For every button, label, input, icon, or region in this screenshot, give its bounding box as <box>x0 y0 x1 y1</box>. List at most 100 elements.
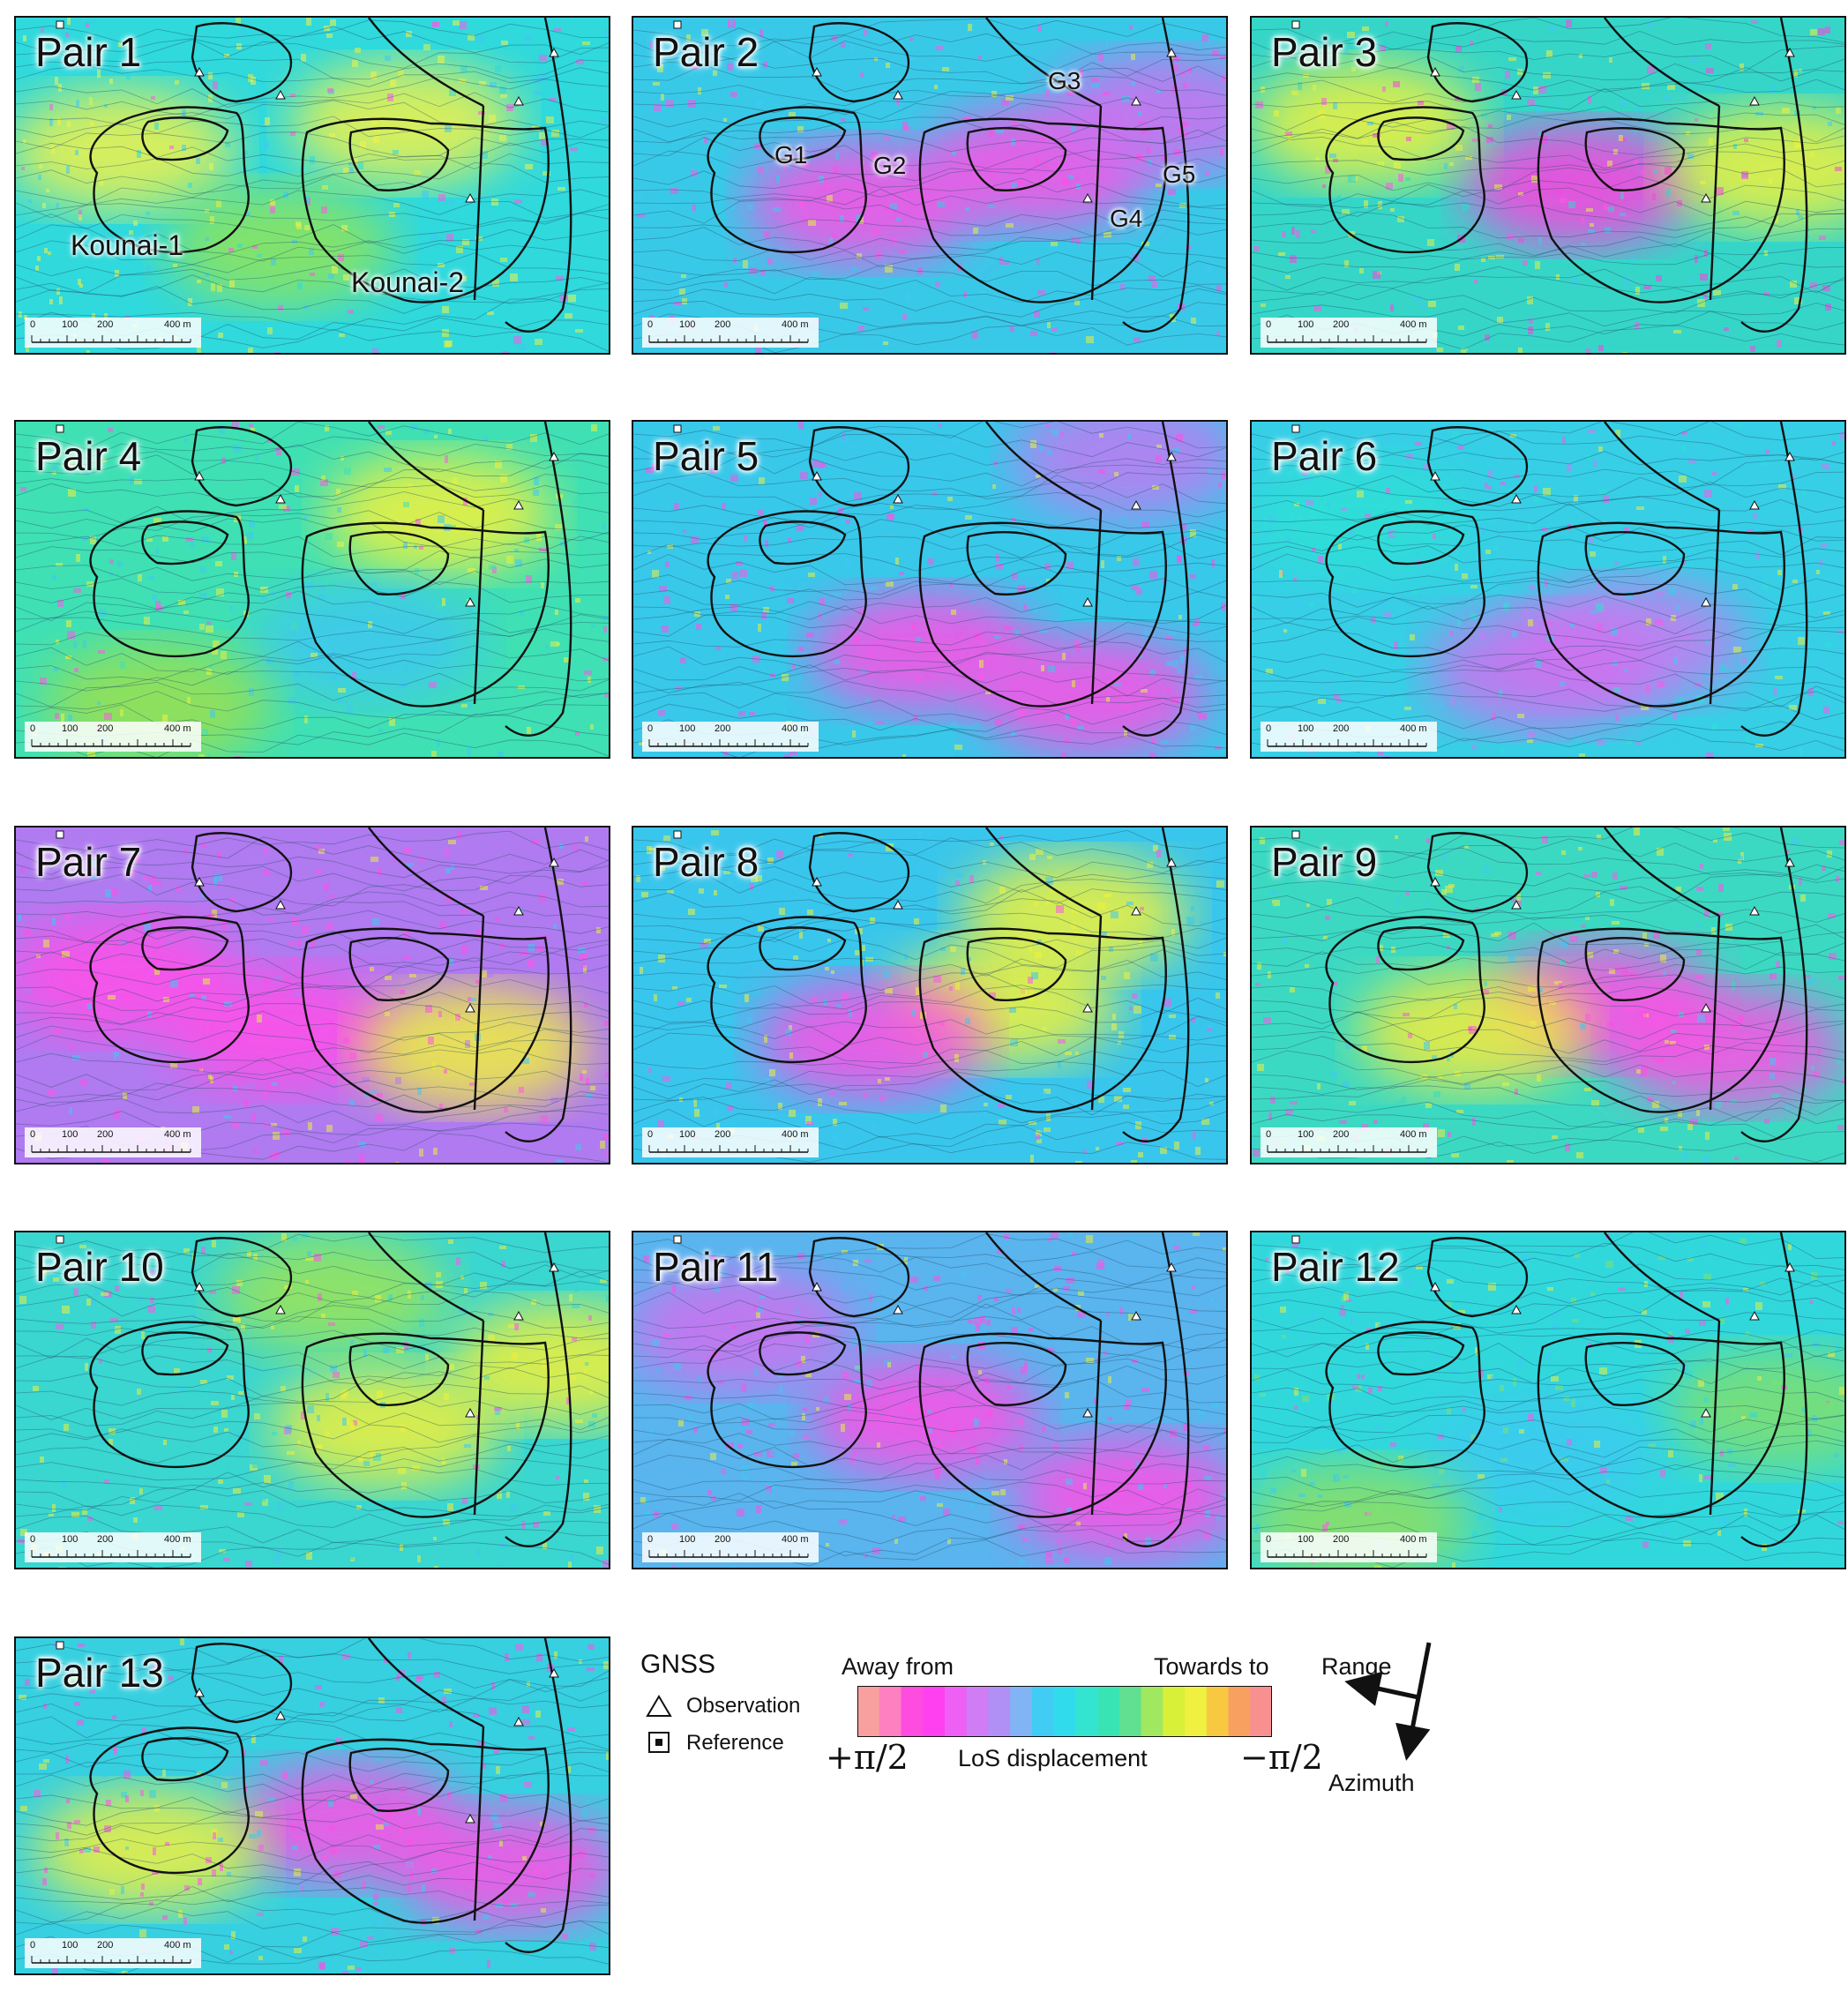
scale-label-200: 200 <box>1333 1129 1350 1140</box>
pair-label: Pair 7 <box>35 839 142 885</box>
colorbar-swatch <box>1141 1686 1163 1737</box>
phase-map <box>16 828 609 1163</box>
interferogram-panel-4: Pair 4 0 100 200 400 m <box>14 420 610 759</box>
gnss-g2-label: G2 <box>873 152 907 179</box>
scale-label-0: 0 <box>647 319 654 330</box>
gnss-g4-label: G4 <box>1110 205 1143 232</box>
scale-label-0: 0 <box>30 1129 36 1140</box>
gnss-g1-label: G1 <box>774 141 808 168</box>
scale-bar: 0 100 200 400 m <box>642 318 819 348</box>
pair-label: Pair 6 <box>1271 433 1378 479</box>
interferogram-panel-3: Pair 3 0 100 200 400 m <box>1250 16 1846 355</box>
scale-bar: 0 100 200 400 m <box>1261 1532 1437 1562</box>
azimuth-label: Azimuth <box>1328 1770 1415 1796</box>
scale-label-0: 0 <box>1266 1534 1272 1545</box>
scale-bar: 0 100 200 400 m <box>1261 318 1437 348</box>
scale-label-0: 0 <box>30 1534 36 1545</box>
phase-map <box>633 422 1226 757</box>
phase-map <box>16 422 609 757</box>
reference-square-icon <box>648 1732 670 1753</box>
scale-label-400: 400 m <box>782 723 809 734</box>
interferogram-panel-2: Pair 2 G1 G2 G3 G4 G5 0 100 200 400 m <box>632 16 1228 355</box>
scale-label-400: 400 m <box>164 319 191 330</box>
gnss-g5-label: G5 <box>1163 161 1196 188</box>
phase-map <box>633 18 1226 353</box>
pair-label: Pair 13 <box>35 1650 164 1696</box>
scale-label-100: 100 <box>679 723 696 734</box>
interferogram-panel-1: Pair 1 Kounai-1 Kounai-2 0 100 200 400 m <box>14 16 610 355</box>
scale-label-0: 0 <box>647 1534 654 1545</box>
away-from-label: Away from <box>842 1653 954 1680</box>
scale-bar: 0 100 200 400 m <box>25 722 201 752</box>
colorbar <box>857 1686 1272 1737</box>
colorbar-swatch <box>1185 1686 1208 1737</box>
pair-label: Pair 8 <box>653 839 759 885</box>
scale-label-200: 200 <box>715 1129 731 1140</box>
phase-map <box>1252 828 1844 1163</box>
range-azimuth-arrows-icon <box>1344 1642 1432 1761</box>
scale-label-400: 400 m <box>164 1534 191 1545</box>
interferogram-panel-10: Pair 10 0 100 200 400 m <box>14 1231 610 1569</box>
scale-bar: 0 100 200 400 m <box>25 318 201 348</box>
colorbar-swatch <box>857 1686 880 1737</box>
pair-label: Pair 10 <box>35 1244 164 1290</box>
interferogram-panel-12: Pair 12 0 100 200 400 m <box>1250 1231 1846 1569</box>
colorbar-swatch <box>1163 1686 1186 1737</box>
colorbar-swatch <box>1250 1686 1272 1737</box>
colorbar-swatch <box>1075 1686 1098 1737</box>
colorbar-swatch <box>1010 1686 1033 1737</box>
kounai-2-label: Kounai-2 <box>351 266 465 298</box>
scale-label-0: 0 <box>30 1940 36 1951</box>
scale-label-0: 0 <box>647 723 654 734</box>
scale-bar: 0 100 200 400 m <box>1261 1127 1437 1157</box>
scale-label-100: 100 <box>62 723 79 734</box>
colorbar-swatch <box>1097 1686 1120 1737</box>
phase-map <box>1252 1232 1844 1568</box>
los-displacement-label: LoS displacement <box>958 1745 1148 1771</box>
colorbar-swatch <box>1031 1686 1055 1737</box>
phase-map <box>16 1232 609 1568</box>
scale-label-400: 400 m <box>782 319 809 330</box>
scale-label-200: 200 <box>97 723 114 734</box>
colorbar-swatch <box>966 1686 989 1737</box>
scale-label-200: 200 <box>97 1129 114 1140</box>
scale-label-400: 400 m <box>164 723 191 734</box>
scale-label-400: 400 m <box>782 1534 809 1545</box>
scale-bar: 0 100 200 400 m <box>642 1127 819 1157</box>
pair-label: Pair 2 <box>653 29 759 75</box>
scale-label-100: 100 <box>62 1534 79 1545</box>
interferogram-panel-5: Pair 5 0 100 200 400 m <box>632 420 1228 759</box>
interferogram-panel-7: Pair 7 0 100 200 400 m <box>14 826 610 1164</box>
scale-label-200: 200 <box>1333 723 1350 734</box>
scale-label-200: 200 <box>715 723 731 734</box>
scale-label-200: 200 <box>715 319 731 330</box>
scale-label-200: 200 <box>1333 1534 1350 1545</box>
interferogram-panel-13: Pair 13 0 100 200 400 m <box>14 1636 610 1975</box>
colorbar-swatch <box>1206 1686 1230 1737</box>
scale-label-200: 200 <box>97 1940 114 1951</box>
phase-map <box>16 1638 609 1973</box>
scale-label-100: 100 <box>679 319 696 330</box>
minus-pi-half-label: −π/2 <box>1240 1738 1323 1777</box>
scale-label-100: 100 <box>1298 1129 1314 1140</box>
colorbar-swatch <box>988 1686 1011 1737</box>
interferogram-panel-6: Pair 6 0 100 200 400 m <box>1250 420 1846 759</box>
observation-label: Observation <box>686 1694 801 1718</box>
pair-label: Pair 1 <box>35 29 142 75</box>
reference-label: Reference <box>686 1731 784 1755</box>
phase-map <box>1252 18 1844 353</box>
scale-label-400: 400 m <box>1400 319 1427 330</box>
scale-label-100: 100 <box>679 1129 696 1140</box>
colorbar-swatch <box>1119 1686 1142 1737</box>
colorbar-swatch <box>1053 1686 1076 1737</box>
scale-label-100: 100 <box>1298 723 1314 734</box>
scale-label-100: 100 <box>1298 1534 1314 1545</box>
scale-label-400: 400 m <box>782 1129 809 1140</box>
pair-label: Pair 11 <box>653 1244 779 1290</box>
pair-label: Pair 9 <box>1271 839 1378 885</box>
scale-label-100: 100 <box>679 1534 696 1545</box>
scale-label-400: 400 m <box>1400 723 1427 734</box>
scale-label-400: 400 m <box>164 1940 191 1951</box>
scale-label-400: 400 m <box>1400 1129 1427 1140</box>
interferogram-panel-9: Pair 9 0 100 200 400 m <box>1250 826 1846 1164</box>
